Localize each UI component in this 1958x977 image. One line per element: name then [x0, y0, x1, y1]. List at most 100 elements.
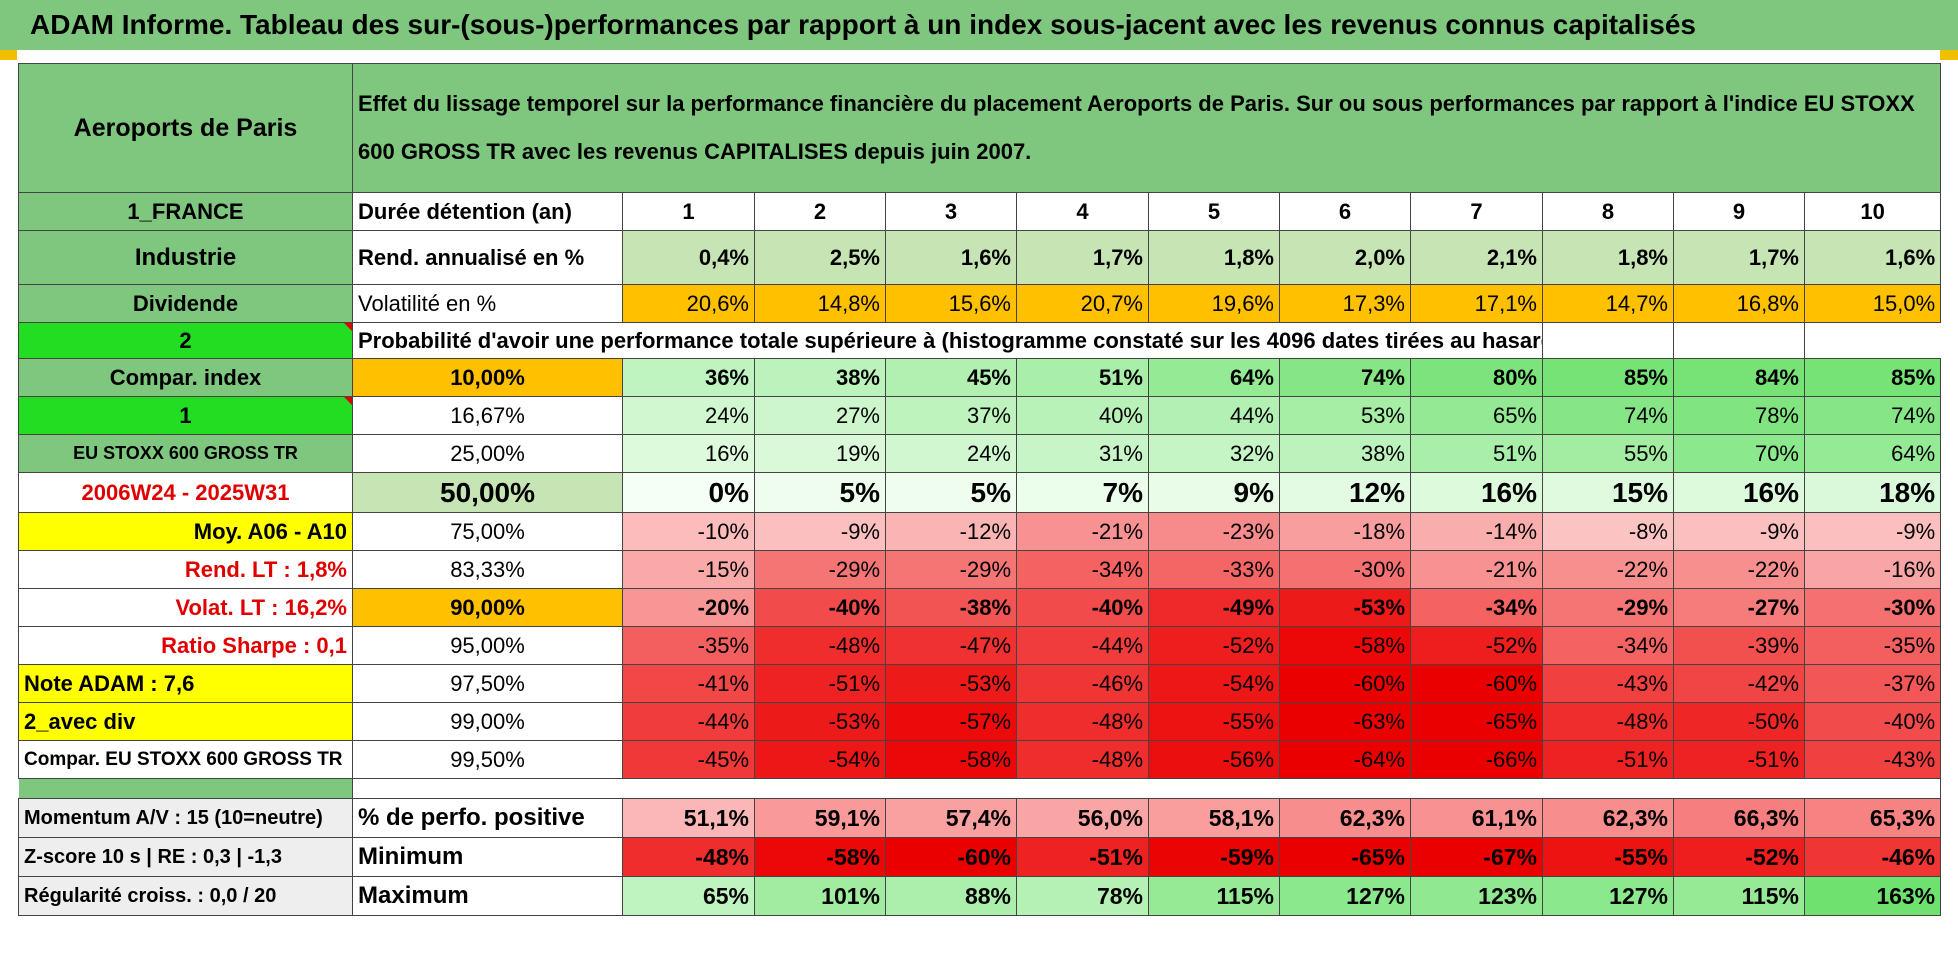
positive-perf-cell: 61,1%: [1410, 798, 1543, 838]
years-row: 1_FRANCE Durée détention (an) 1 2 3 4 5 …: [18, 192, 1942, 231]
positive-perf-cell: 57,4%: [885, 798, 1017, 838]
probability-cell: -18%: [1279, 512, 1411, 551]
return-row: Industrie Rend. annualisé en % 0,4% 2,5%…: [18, 230, 1942, 285]
maximum-cell: 127%: [1542, 876, 1674, 916]
minimum-cell: -59%: [1148, 837, 1280, 877]
probability-cell: 12%: [1279, 472, 1411, 513]
probability-cell: -57%: [885, 702, 1017, 741]
positive-perf-cell: 51,1%: [622, 798, 755, 838]
return-cell: 2,5%: [754, 230, 886, 285]
probability-cell: -66%: [1410, 740, 1543, 779]
probability-header-row: 2 Probabilité d'avoir une performance to…: [18, 322, 1941, 359]
probability-cell: -39%: [1673, 626, 1805, 665]
probability-cell: -34%: [1410, 588, 1543, 627]
year-cell: 2: [754, 192, 886, 231]
probability-cell: 5%: [885, 472, 1017, 513]
probability-cell: -56%: [1148, 740, 1280, 779]
positive-perf-cell: 56,0%: [1016, 798, 1149, 838]
probability-cell: -44%: [1016, 626, 1149, 665]
separator-green: [18, 778, 353, 799]
maximum-cell: 123%: [1410, 876, 1543, 916]
probability-cell: -9%: [1803, 512, 1942, 551]
probability-cell: -29%: [1542, 588, 1674, 627]
maximum-cell: 163%: [1803, 876, 1942, 916]
probability-cell: 16%: [1673, 472, 1805, 513]
minimum-row: Z-score 10 s | RE : 0,3 | -1,3 Minimum -48…: [18, 837, 1942, 877]
probability-cell: -27%: [1673, 588, 1805, 627]
probability-cell: -40%: [1803, 702, 1942, 741]
probability-cell: 7%: [1016, 472, 1149, 513]
probability-cell: -29%: [885, 550, 1017, 589]
positive-perf-cell: 65,3%: [1803, 798, 1942, 838]
probability-cell: -20%: [622, 588, 755, 627]
probability-cell: -21%: [1410, 550, 1543, 589]
probability-cell: -44%: [622, 702, 755, 741]
header-row: Aeroports de Paris Effet du lissage temp…: [18, 63, 1942, 193]
selector-2[interactable]: 2: [18, 322, 353, 359]
positive-perf-cell: 59,1%: [754, 798, 886, 838]
probability-cell: -10%: [622, 512, 755, 551]
probability-cell: 31%: [1016, 434, 1149, 473]
maximum-cell: 127%: [1279, 876, 1411, 916]
maximum-cell: 65%: [622, 876, 755, 916]
probability-row: Compar. index 10,00% 36% 38% 45% 51% 64% 74% 80%…: [18, 358, 1942, 397]
threshold-cell: 10,00%: [352, 358, 623, 397]
dividend-mode-label: 2_avec div: [18, 702, 353, 741]
volatility-cell: 15,6%: [885, 284, 1017, 323]
performance-table: Aeroports de Paris Effet du lissage temp…: [18, 63, 1942, 916]
average-label: Moy. A06 - A10: [18, 512, 353, 551]
probability-cell: -48%: [1016, 740, 1149, 779]
index-name-label: EU STOXX 600 GROSS TR: [18, 434, 353, 473]
year-cell: 1: [622, 192, 755, 231]
positive-perf-cell: 62,3%: [1279, 798, 1411, 838]
probability-cell: 78%: [1673, 396, 1805, 435]
probability-cell: 65%: [1410, 396, 1543, 435]
maximum-cell: 101%: [754, 876, 886, 916]
probability-cell: -15%: [622, 550, 755, 589]
probability-cell: -53%: [885, 664, 1017, 703]
probability-cell: -40%: [1016, 588, 1149, 627]
probability-cell: 74%: [1542, 396, 1674, 435]
regularite-label: Régularité croiss. : 0,0 / 20: [18, 876, 353, 916]
probability-cell: -41%: [622, 664, 755, 703]
probability-cell: -64%: [1279, 740, 1411, 779]
probability-row: Compar. EU STOXX 600 GROSS TR 99,50% -45% -…: [18, 740, 1942, 779]
adam-score-label: Note ADAM : 7,6: [18, 664, 353, 703]
long-term-volatility-label: Volat. LT : 16,2%: [18, 588, 353, 627]
probability-cell: -34%: [1542, 626, 1674, 665]
probability-label: Probabilité d'avoir une performance tota…: [352, 322, 1543, 359]
min-label: Minimum: [352, 837, 623, 877]
empty-cell: [1673, 322, 1805, 359]
table-description: Effet du lissage temporel sur la perform…: [351, 63, 1942, 193]
probability-cell: -48%: [1542, 702, 1674, 741]
probability-cell: -35%: [622, 626, 755, 665]
return-cell: 1,6%: [1803, 230, 1942, 285]
probability-cell: -8%: [1542, 512, 1674, 551]
year-cell: 4: [1016, 192, 1149, 231]
year-cell: 8: [1542, 192, 1674, 231]
year-cell: 9: [1673, 192, 1805, 231]
probability-cell: -58%: [885, 740, 1017, 779]
probability-cell: 51%: [1410, 434, 1543, 473]
probability-cell: 55%: [1542, 434, 1674, 473]
positive-perf-cell: 62,3%: [1542, 798, 1674, 838]
minimum-cell: -60%: [885, 837, 1017, 877]
probability-cell: -21%: [1016, 512, 1149, 551]
probability-cell: -35%: [1803, 626, 1942, 665]
probability-cell: -12%: [885, 512, 1017, 551]
separator-row: [18, 778, 1942, 799]
compar-index-label: Compar. index: [18, 358, 353, 397]
probability-cell: 32%: [1148, 434, 1280, 473]
probability-cell: -65%: [1410, 702, 1543, 741]
max-label: Maximum: [352, 876, 623, 916]
maximum-cell: 78%: [1016, 876, 1149, 916]
probability-row: Rend. LT : 1,8% 83,33% -15% -29% -29% -34% -33…: [18, 550, 1942, 589]
probability-cell: 27%: [754, 396, 886, 435]
minimum-cell: -51%: [1016, 837, 1149, 877]
selector-1[interactable]: 1: [18, 396, 353, 435]
threshold-cell: 50,00%: [352, 472, 623, 513]
sharpe-ratio-label: Ratio Sharpe : 0,1: [18, 626, 353, 665]
probability-cell: -46%: [1016, 664, 1149, 703]
probability-cell: -52%: [1410, 626, 1543, 665]
sector-label: Industrie: [18, 230, 353, 285]
